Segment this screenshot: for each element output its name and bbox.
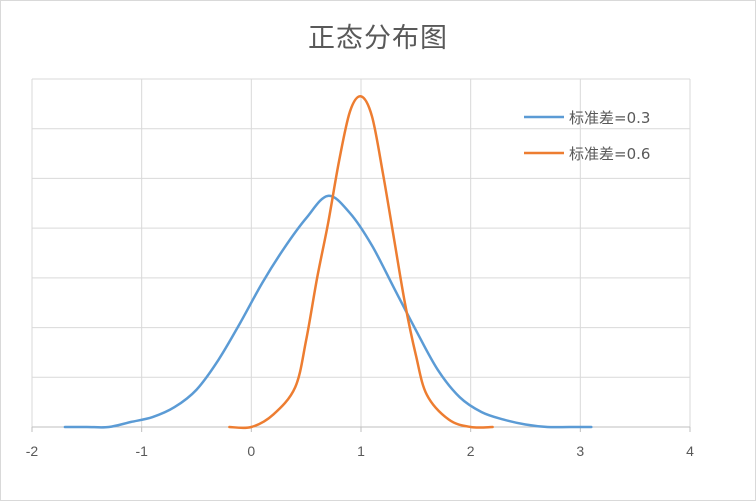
x-tick-label: 0 [247,443,255,459]
x-tick-label: -2 [26,443,39,459]
legend-label-2: 标准差=0.6 [569,145,650,163]
x-tick-label: 2 [467,443,475,459]
chart-title: 正态分布图 [308,23,448,54]
x-tick-label: -1 [135,443,148,459]
x-tick-label: 4 [686,443,694,459]
legend-label-1: 标准差=0.3 [569,109,650,127]
x-tick-label: 1 [357,443,365,459]
series-line-2 [228,95,494,430]
x-tick-label: 3 [576,443,584,459]
series-line-1 [63,194,593,429]
